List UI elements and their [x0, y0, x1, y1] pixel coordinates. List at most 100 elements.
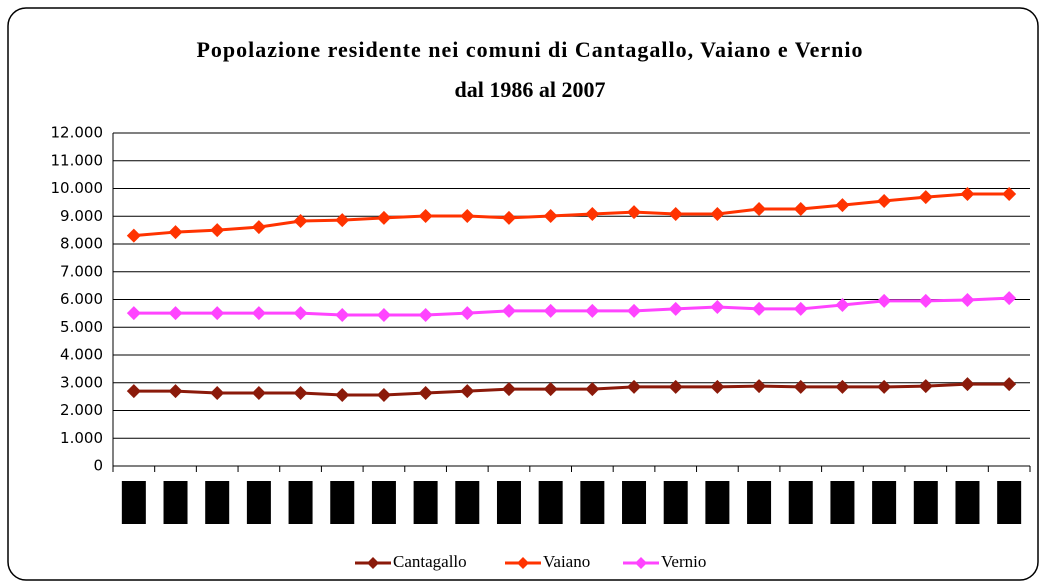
y-tick-label: 11.000 — [51, 151, 104, 169]
data-point — [460, 306, 475, 321]
redacted-label — [788, 481, 813, 524]
redacted-label — [205, 481, 230, 524]
data-point — [126, 306, 141, 321]
data-point — [668, 379, 683, 394]
y-tick-label: 2.000 — [60, 401, 103, 419]
redacted-label — [371, 481, 396, 524]
data-point — [668, 207, 683, 222]
legend-label: Vaiano — [543, 552, 590, 571]
data-point — [960, 187, 975, 202]
data-point — [752, 202, 767, 217]
data-point — [335, 387, 350, 402]
redacted-label — [997, 481, 1022, 524]
data-point — [1002, 377, 1017, 392]
y-tick-label: 6.000 — [60, 290, 103, 308]
data-point — [335, 308, 350, 323]
data-point — [710, 379, 725, 394]
data-point — [627, 303, 642, 318]
series-line — [133, 382, 1010, 397]
redacted-label — [663, 481, 688, 524]
data-point — [126, 228, 141, 243]
data-point — [877, 193, 892, 208]
redacted-label — [872, 481, 897, 524]
data-point — [752, 379, 767, 394]
y-tick-label: 3.000 — [60, 373, 103, 391]
data-point — [126, 384, 141, 399]
data-point — [418, 208, 433, 223]
data-point — [627, 379, 642, 394]
redacted-label — [705, 481, 730, 524]
redacted-label — [455, 481, 480, 524]
data-point — [460, 208, 475, 223]
data-point — [960, 377, 975, 392]
redacted-label — [246, 481, 271, 524]
data-point — [1002, 187, 1017, 202]
data-point — [793, 301, 808, 316]
data-point — [585, 207, 600, 222]
data-point — [418, 386, 433, 401]
redacted-label — [413, 481, 438, 524]
redacted-label — [496, 481, 521, 524]
data-point — [543, 208, 558, 223]
data-point — [168, 384, 183, 399]
data-point — [585, 382, 600, 397]
data-point — [210, 223, 225, 238]
data-point — [835, 198, 850, 213]
data-point — [376, 308, 391, 323]
chart-border — [7, 7, 1039, 581]
data-point — [710, 299, 725, 314]
legend-marker — [517, 557, 529, 569]
data-point — [168, 306, 183, 321]
legend-marker — [635, 557, 647, 569]
data-point — [501, 210, 516, 225]
series-line — [133, 192, 1010, 238]
redacted-label — [830, 481, 855, 524]
legend-label: Cantagallo — [393, 552, 467, 571]
data-point — [460, 384, 475, 399]
data-point — [918, 190, 933, 205]
y-tick-label: 9.000 — [60, 207, 103, 225]
redacted-label — [913, 481, 938, 524]
data-point — [293, 306, 308, 321]
redacted-label — [330, 481, 355, 524]
data-point — [752, 301, 767, 316]
redacted-label — [163, 481, 188, 524]
redacted-label — [538, 481, 563, 524]
data-point — [501, 303, 516, 318]
data-point — [293, 213, 308, 228]
data-point — [376, 387, 391, 402]
y-tick-label: 12.000 — [51, 124, 104, 142]
y-tick-label: 7.000 — [60, 262, 103, 280]
data-point — [168, 225, 183, 240]
y-tick-label: 0 — [93, 457, 103, 475]
data-point — [1002, 291, 1017, 306]
redacted-label — [580, 481, 605, 524]
data-point — [251, 306, 266, 321]
series-line — [133, 296, 1010, 317]
data-point — [251, 386, 266, 401]
redacted-label — [288, 481, 313, 524]
redacted-label — [121, 481, 146, 524]
data-point — [543, 303, 558, 318]
data-point — [293, 386, 308, 401]
legend-label: Vernio — [661, 552, 706, 571]
data-point — [251, 220, 266, 235]
data-point — [668, 301, 683, 316]
data-point — [918, 379, 933, 394]
data-point — [793, 202, 808, 217]
data-point — [793, 379, 808, 394]
legend-marker — [367, 557, 379, 569]
data-point — [210, 306, 225, 321]
y-tick-label: 8.000 — [60, 235, 103, 253]
data-point — [877, 293, 892, 308]
data-point — [918, 293, 933, 308]
y-tick-label: 1.000 — [60, 429, 103, 447]
redacted-label — [622, 481, 647, 524]
data-point — [627, 205, 642, 220]
redacted-label — [955, 481, 980, 524]
y-tick-label: 4.000 — [60, 346, 103, 364]
data-point — [376, 210, 391, 225]
data-point — [835, 298, 850, 313]
